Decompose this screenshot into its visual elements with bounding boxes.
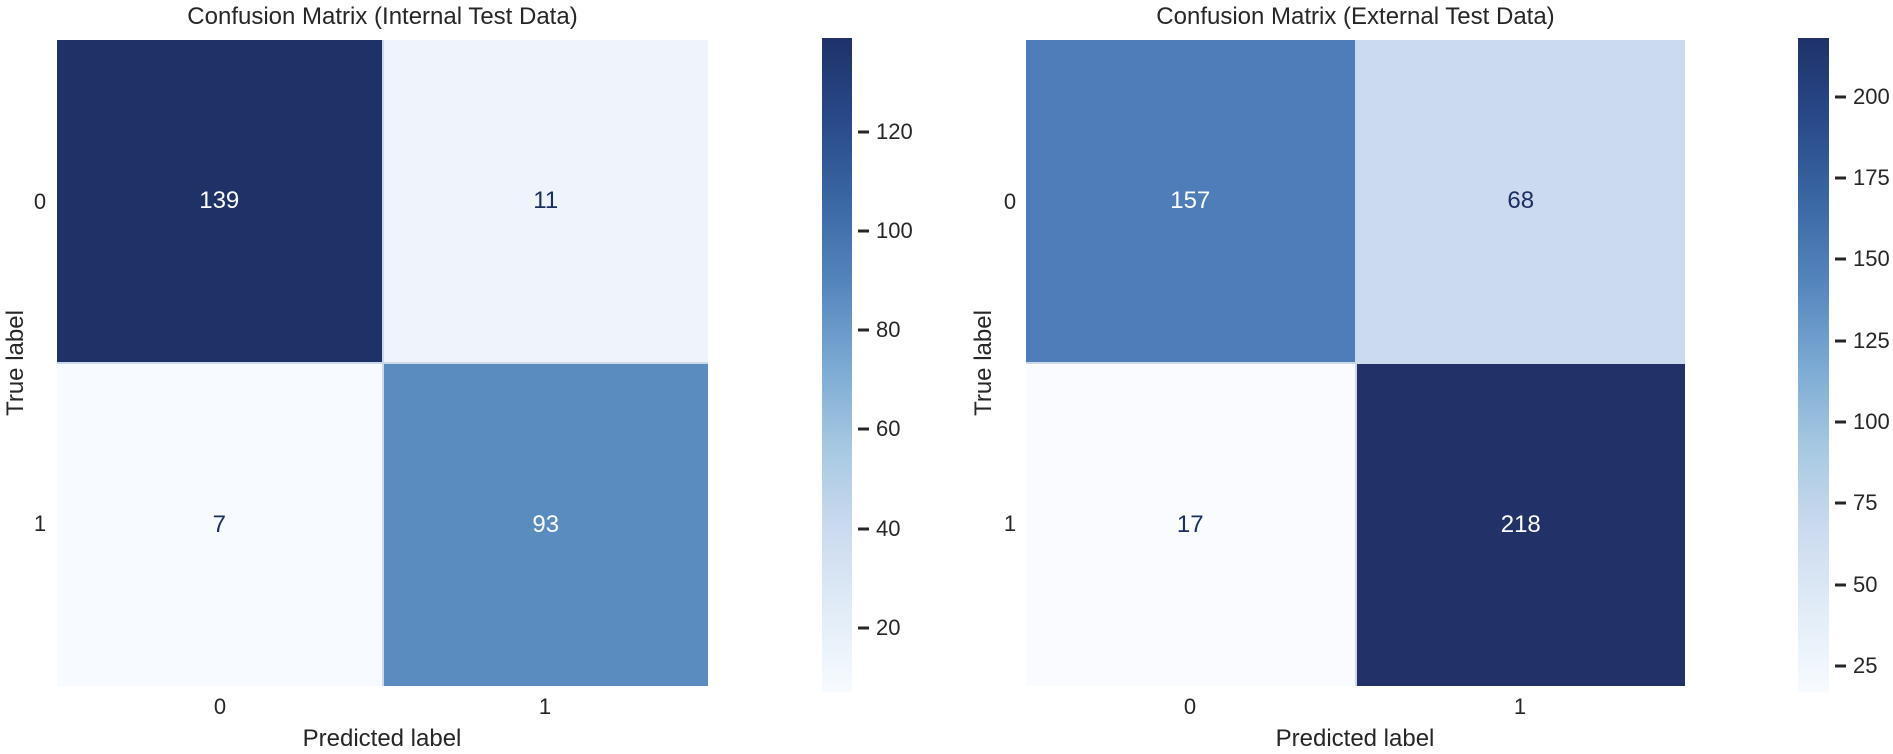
colorbar-tick (858, 328, 869, 332)
colorbar-tick (858, 229, 869, 233)
colorbar-tick (1835, 664, 1846, 668)
colorbar-tick (1835, 420, 1846, 424)
heatmap-cell: 17 (1026, 364, 1355, 686)
y-tick-label: 0 (1003, 189, 1017, 214)
colorbar-tick-label: 200 (1853, 83, 1890, 109)
heatmap-cell: 68 (1356, 40, 1685, 362)
y-tick-label: 1 (33, 511, 47, 536)
colorbar-gradient (822, 38, 852, 692)
colorbar-tick (858, 130, 869, 134)
colorbar-tick-label: 150 (1853, 246, 1890, 272)
colorbar-tick-label: 60 (876, 416, 901, 442)
x-axis-label: Predicted label (1275, 725, 1435, 752)
colorbar-tick-label: 80 (876, 317, 901, 343)
colorbar-tick-label: 120 (876, 119, 913, 145)
heatmap-cell: 218 (1356, 364, 1685, 686)
x-axis-label: Predicted label (302, 725, 462, 752)
colorbar: 20 40 60 80 100 120 (822, 38, 913, 692)
colorbar-tick (1835, 583, 1846, 587)
heatmap-cell: 157 (1026, 40, 1355, 362)
colorbar-tick (1835, 95, 1846, 99)
y-axis-label: True label (2, 310, 29, 416)
x-tick-label: 0 (1183, 694, 1197, 719)
colorbar-tick-label: 175 (1853, 164, 1890, 190)
colorbar-tick (858, 626, 869, 630)
colorbar-tick (858, 527, 869, 530)
colorbar-tick (1835, 339, 1846, 343)
colorbar-tick-label: 100 (1853, 408, 1890, 434)
y-tick-label: 1 (1003, 511, 1017, 536)
colorbar-tick (1835, 501, 1846, 505)
chart-title: Confusion Matrix (Internal Test Data) (187, 3, 578, 30)
colorbar-gradient (1798, 38, 1829, 692)
x-tick-label: 1 (538, 694, 552, 719)
y-axis-label: True label (970, 310, 997, 416)
heatmap: 139 11 7 93 (57, 40, 708, 686)
colorbar-tick-label: 25 (1853, 652, 1878, 678)
x-tick-label: 0 (213, 694, 227, 719)
colorbar-tick-label: 40 (876, 515, 901, 541)
heatmap: 157 68 17 218 (1026, 40, 1685, 686)
y-tick-label: 0 (33, 189, 47, 214)
colorbar-tick-label: 100 (876, 218, 913, 244)
colorbar-tick (1835, 176, 1846, 180)
colorbar-tick-label: 125 (1853, 327, 1890, 353)
colorbar-tick (858, 427, 869, 431)
chart-title: Confusion Matrix (External Test Data) (1156, 3, 1555, 30)
heatmap-cell: 7 (57, 364, 382, 686)
colorbar-tick-label: 50 (1853, 571, 1878, 597)
colorbar-tick-label: 20 (876, 614, 901, 640)
colorbar-tick (1835, 257, 1846, 261)
heatmap-cell: 11 (383, 40, 708, 362)
heatmap-cell: 93 (383, 364, 708, 686)
colorbar: 25 50 75 100 125 150 175 200 (1798, 38, 1890, 692)
colorbar-tick-label: 75 (1853, 490, 1878, 516)
heatmap-cell: 139 (57, 40, 382, 362)
x-tick-label: 1 (1513, 694, 1527, 719)
